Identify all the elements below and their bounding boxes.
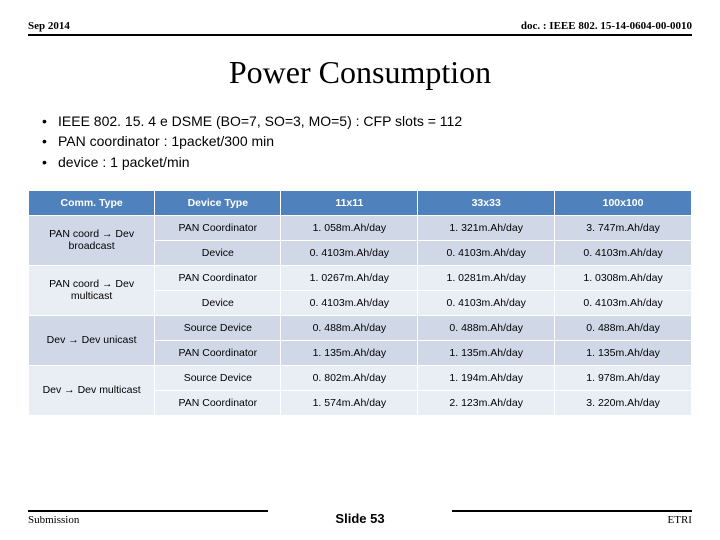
data-cell: 1. 321m.Ah/day bbox=[418, 215, 555, 240]
data-cell: 0. 4103m.Ah/day bbox=[418, 240, 555, 265]
data-cell: PAN Coordinator bbox=[155, 340, 281, 365]
data-cell: 0. 4103m.Ah/day bbox=[281, 290, 418, 315]
table-header-row: Comm. Type Device Type 11x11 33x33 100x1… bbox=[29, 190, 692, 215]
col-header: 11x11 bbox=[281, 190, 418, 215]
table-row: PAN coord → Dev broadcastPAN Coordinator… bbox=[29, 215, 692, 240]
data-cell: 1. 058m.Ah/day bbox=[281, 215, 418, 240]
data-cell: 1. 978m.Ah/day bbox=[555, 365, 692, 390]
col-header: Device Type bbox=[155, 190, 281, 215]
data-cell: PAN Coordinator bbox=[155, 265, 281, 290]
footer-left: Submission bbox=[28, 510, 268, 526]
col-header: 100x100 bbox=[555, 190, 692, 215]
bullet-item: device : 1 packet/min bbox=[42, 152, 692, 172]
comm-type-cell: Dev → Dev unicast bbox=[29, 315, 155, 365]
col-header: 33x33 bbox=[418, 190, 555, 215]
bullet-list: IEEE 802. 15. 4 e DSME (BO=7, SO=3, MO=5… bbox=[42, 111, 692, 172]
slide-title: Power Consumption bbox=[28, 54, 692, 91]
data-cell: 3. 747m.Ah/day bbox=[555, 215, 692, 240]
comm-type-cell: Dev → Dev multicast bbox=[29, 365, 155, 415]
data-cell: 0. 488m.Ah/day bbox=[418, 315, 555, 340]
table-row: PAN coord → Dev multicastPAN Coordinator… bbox=[29, 265, 692, 290]
data-cell: 0. 802m.Ah/day bbox=[281, 365, 418, 390]
bullet-item: IEEE 802. 15. 4 e DSME (BO=7, SO=3, MO=5… bbox=[42, 111, 692, 131]
data-cell: PAN Coordinator bbox=[155, 215, 281, 240]
table-row: Dev → Dev multicastSource Device0. 802m.… bbox=[29, 365, 692, 390]
data-cell: 0. 4103m.Ah/day bbox=[555, 240, 692, 265]
comm-type-cell: PAN coord → Dev broadcast bbox=[29, 215, 155, 265]
data-cell: 0. 4103m.Ah/day bbox=[418, 290, 555, 315]
data-cell: 0. 488m.Ah/day bbox=[281, 315, 418, 340]
footer-right: ETRI bbox=[452, 510, 692, 526]
comm-type-cell: PAN coord → Dev multicast bbox=[29, 265, 155, 315]
data-cell: 1. 574m.Ah/day bbox=[281, 390, 418, 415]
header-date: Sep 2014 bbox=[28, 20, 70, 32]
data-cell: Device bbox=[155, 290, 281, 315]
data-cell: 1. 0267m.Ah/day bbox=[281, 265, 418, 290]
data-cell: Source Device bbox=[155, 365, 281, 390]
data-cell: 1. 194m.Ah/day bbox=[418, 365, 555, 390]
data-cell: PAN Coordinator bbox=[155, 390, 281, 415]
slide-header: Sep 2014 doc. : IEEE 802. 15-14-0604-00-… bbox=[28, 20, 692, 36]
data-cell: 0. 4103m.Ah/day bbox=[555, 290, 692, 315]
data-cell: 0. 488m.Ah/day bbox=[555, 315, 692, 340]
data-cell: 1. 0281m.Ah/day bbox=[418, 265, 555, 290]
data-cell: 3. 220m.Ah/day bbox=[555, 390, 692, 415]
data-cell: 1. 0308m.Ah/day bbox=[555, 265, 692, 290]
data-cell: 0. 4103m.Ah/day bbox=[281, 240, 418, 265]
data-cell: 2. 123m.Ah/day bbox=[418, 390, 555, 415]
data-cell: 1. 135m.Ah/day bbox=[418, 340, 555, 365]
col-header: Comm. Type bbox=[29, 190, 155, 215]
bullet-item: PAN coordinator : 1packet/300 min bbox=[42, 131, 692, 151]
data-cell: Device bbox=[155, 240, 281, 265]
table-row: Dev → Dev unicastSource Device0. 488m.Ah… bbox=[29, 315, 692, 340]
data-cell: 1. 135m.Ah/day bbox=[555, 340, 692, 365]
slide-footer: Submission Slide 53 ETRI bbox=[28, 510, 692, 526]
power-table: Comm. Type Device Type 11x11 33x33 100x1… bbox=[28, 190, 692, 416]
data-cell: 1. 135m.Ah/day bbox=[281, 340, 418, 365]
header-doc: doc. : IEEE 802. 15-14-0604-00-0010 bbox=[521, 20, 692, 32]
footer-center: Slide 53 bbox=[335, 511, 384, 526]
data-cell: Source Device bbox=[155, 315, 281, 340]
